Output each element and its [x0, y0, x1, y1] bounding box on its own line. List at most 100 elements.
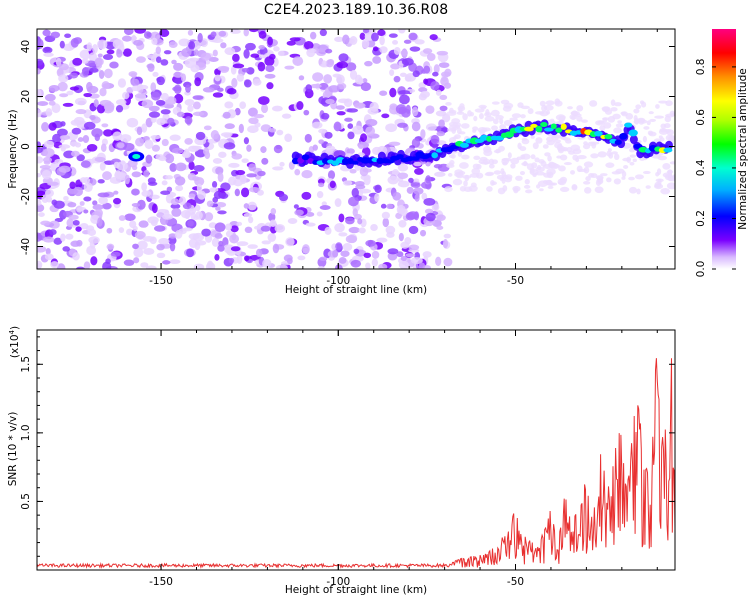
noise-speckle: [469, 111, 475, 117]
noise-speckle: [47, 181, 59, 186]
noise-speckle: [397, 172, 409, 179]
noise-speckle: [539, 110, 549, 117]
noise-speckle: [461, 154, 470, 160]
noise-speckle: [405, 212, 415, 221]
noise-speckle: [499, 118, 504, 125]
noise-speckle: [382, 217, 390, 228]
signal-blob: [494, 135, 505, 141]
noise-speckle: [452, 122, 462, 129]
colorbar-tick-label: 0.4: [695, 159, 707, 176]
noise-speckle: [398, 219, 407, 228]
spectrogram-ytick-label: 0: [20, 143, 32, 150]
noise-speckle: [260, 146, 267, 154]
noise-speckle: [58, 165, 71, 173]
noise-speckle: [480, 161, 490, 165]
noise-speckle: [340, 250, 350, 257]
noise-speckle: [408, 177, 414, 183]
spectrogram-ytick-label: -40: [20, 238, 32, 255]
noise-speckle: [43, 140, 55, 148]
noise-speckle: [155, 46, 162, 55]
noise-speckle: [297, 255, 306, 261]
noise-speckle: [359, 188, 372, 194]
noise-speckle: [385, 123, 398, 133]
noise-speckle: [421, 192, 428, 201]
noise-speckle: [439, 94, 448, 101]
noise-speckle: [319, 205, 331, 211]
noise-speckle: [60, 233, 66, 242]
signal-blob: [560, 123, 567, 130]
noise-speckle: [161, 180, 168, 186]
noise-speckle: [188, 193, 196, 199]
noise-speckle: [414, 193, 420, 202]
noise-speckle: [70, 150, 80, 157]
noise-speckle: [312, 144, 318, 151]
noise-speckle: [40, 220, 51, 226]
noise-speckle: [230, 29, 241, 34]
noise-speckle: [165, 153, 175, 164]
noise-speckle: [519, 170, 526, 176]
snr-xtick-label: -150: [149, 576, 173, 588]
noise-speckle: [395, 104, 407, 115]
noise-speckle: [408, 225, 419, 235]
noise-speckle: [173, 84, 182, 95]
signal-blob: [619, 133, 628, 140]
noise-speckle: [349, 168, 357, 174]
noise-speckle: [210, 129, 219, 140]
noise-speckle: [559, 154, 568, 161]
noise-speckle: [86, 85, 99, 94]
noise-speckle: [191, 145, 202, 150]
noise-speckle: [431, 143, 439, 149]
noise-speckle: [248, 117, 259, 125]
noise-speckle: [398, 29, 406, 34]
signal-blob: [604, 133, 613, 140]
noise-speckle: [225, 223, 232, 231]
noise-speckle: [292, 56, 304, 66]
noise-speckle: [412, 70, 420, 78]
noise-speckle: [220, 132, 233, 137]
noise-speckle: [201, 228, 212, 237]
noise-speckle: [37, 199, 42, 206]
noise-speckle: [370, 224, 378, 232]
noise-speckle: [133, 247, 144, 258]
noise-speckle: [131, 85, 142, 92]
noise-speckle: [537, 180, 548, 187]
noise-speckle: [214, 253, 220, 261]
noise-speckle: [286, 40, 296, 46]
noise-speckle: [65, 233, 74, 240]
noise-speckle: [56, 263, 66, 269]
noise-speckle: [37, 260, 43, 269]
noise-speckle: [37, 88, 42, 98]
noise-speckle: [71, 127, 82, 135]
noise-speckle: [94, 133, 101, 142]
noise-speckle: [261, 157, 269, 165]
noise-speckle: [389, 69, 395, 77]
noise-speckle: [96, 103, 106, 114]
noise-speckle: [669, 110, 675, 117]
noise-speckle: [423, 198, 436, 206]
noise-speckle: [484, 172, 494, 177]
noise-speckle: [128, 71, 138, 77]
noise-speckle: [222, 111, 231, 119]
noise-speckle: [642, 135, 648, 143]
noise-speckle: [567, 106, 573, 110]
noise-speckle: [334, 264, 343, 269]
noise-speckle: [134, 231, 146, 240]
noise-speckle: [109, 61, 119, 69]
noise-speckle: [425, 123, 437, 131]
spectrogram-xtick-label: -150: [149, 275, 173, 287]
noise-speckle: [163, 50, 172, 55]
noise-speckle: [620, 111, 627, 115]
noise-speckle: [88, 236, 100, 244]
noise-speckle: [173, 62, 184, 71]
noise-speckle: [346, 148, 355, 155]
noise-speckle: [301, 191, 312, 200]
noise-speckle: [141, 123, 148, 133]
noise-speckle: [113, 197, 122, 205]
noise-speckle: [301, 244, 310, 255]
noise-speckle: [576, 115, 583, 122]
noise-speckle: [570, 144, 581, 152]
noise-speckle: [530, 135, 535, 139]
snr-ticks: -150 -100 -50 1.5 1.0 0.5: [20, 330, 675, 588]
noise-speckle: [285, 237, 295, 247]
noise-speckle: [521, 137, 528, 141]
